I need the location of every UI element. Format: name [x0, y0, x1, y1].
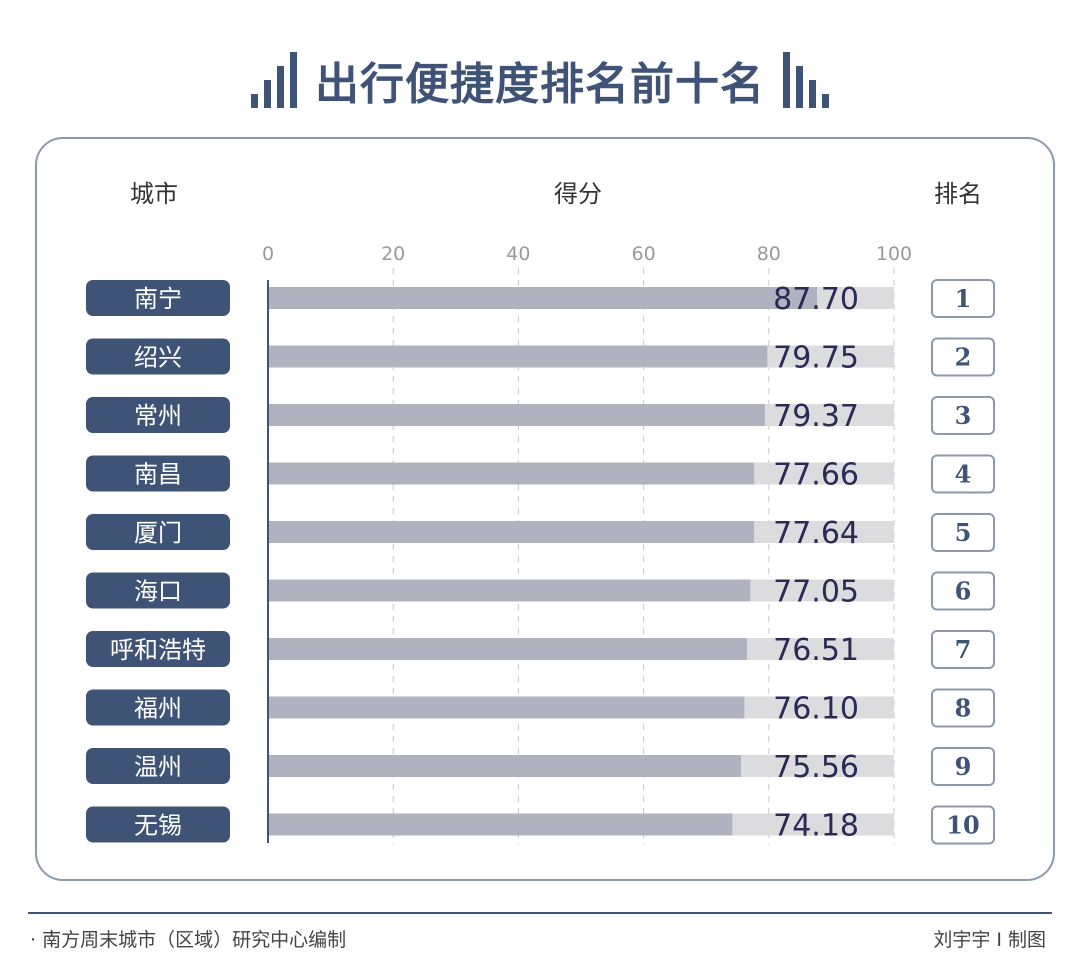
- data-label: 74.18: [773, 809, 859, 844]
- rank-label: 5: [955, 518, 972, 547]
- category-label: 厦门: [134, 519, 182, 547]
- title-bar: 出行便捷度排名前十名: [0, 44, 1080, 116]
- category-label: 福州: [134, 695, 182, 723]
- x-tick-label: 0: [262, 243, 274, 265]
- data-label: 79.75: [773, 341, 859, 376]
- x-tick-label: 40: [506, 243, 530, 265]
- data-label: 77.64: [773, 516, 859, 551]
- bar: [268, 404, 765, 426]
- bar: [268, 521, 755, 543]
- rank-column-header: 排名: [934, 180, 982, 208]
- city-pill: [86, 338, 230, 375]
- rank-box: [931, 337, 995, 377]
- data-label: 76.10: [773, 692, 859, 727]
- bar: [268, 696, 745, 719]
- rank-label: 10: [946, 811, 979, 840]
- chart-panel: [35, 137, 1055, 881]
- x-tick-label: 100: [876, 243, 912, 265]
- rank-label: 2: [955, 343, 972, 372]
- descending-bars-icon: [783, 52, 829, 108]
- source-note: · 南方周末城市（区域）研究中心编制: [30, 929, 347, 951]
- bar: [268, 345, 768, 368]
- city-pill: [86, 689, 230, 726]
- city-pill: [86, 806, 230, 843]
- bar: [268, 813, 733, 836]
- chart-title: 出行便捷度排名前十名: [315, 59, 765, 110]
- category-label: 绍兴: [134, 344, 182, 372]
- rank-box: [931, 571, 995, 611]
- category-label: 南宁: [134, 285, 182, 313]
- rank-box: [931, 805, 995, 845]
- rank-box: [931, 396, 995, 435]
- rank-box: [931, 454, 995, 494]
- bar: [268, 579, 751, 602]
- x-tick-label: 80: [757, 243, 781, 265]
- city-pill: [86, 455, 230, 492]
- rank-box: [931, 630, 995, 669]
- city-pill: [86, 748, 230, 784]
- city-pill: [86, 514, 230, 550]
- rank-box: [931, 688, 995, 728]
- category-label: 呼和浩特: [110, 636, 206, 664]
- category-label: 南昌: [134, 461, 182, 489]
- footer-divider: [28, 912, 1052, 914]
- data-label: 77.66: [773, 458, 859, 493]
- rank-label: 4: [955, 460, 972, 489]
- bar: [268, 462, 755, 485]
- city-column-header: 城市: [130, 180, 178, 208]
- data-label: 76.51: [773, 633, 859, 668]
- category-label: 海口: [134, 578, 182, 606]
- rank-box: [931, 747, 995, 786]
- bar: [268, 287, 818, 309]
- data-label: 77.05: [773, 575, 859, 610]
- data-label: 75.56: [773, 750, 859, 785]
- city-pill: [86, 631, 230, 667]
- city-pill: [86, 397, 230, 433]
- score-column-header: 得分: [554, 180, 602, 208]
- rank-label: 7: [955, 635, 972, 664]
- rank-box: [931, 513, 995, 552]
- rank-label: 8: [955, 694, 972, 723]
- bar: [268, 755, 742, 777]
- city-pill: [86, 280, 230, 316]
- x-tick-label: 20: [381, 243, 405, 265]
- rank-label: 9: [955, 752, 972, 781]
- rank-label: 1: [955, 284, 972, 313]
- bar: [268, 638, 747, 660]
- rank-label: 6: [955, 577, 972, 606]
- category-label: 常州: [134, 402, 182, 430]
- x-tick-label: 60: [632, 243, 656, 265]
- category-label: 温州: [134, 753, 182, 781]
- credit-note: 刘宇宇 I 制图: [933, 929, 1046, 951]
- category-label: 无锡: [134, 812, 182, 840]
- ascending-bars-icon: [251, 52, 297, 108]
- rank-box: [931, 279, 995, 318]
- data-label: 87.70: [773, 282, 859, 317]
- city-pill: [86, 572, 230, 609]
- data-label: 79.37: [773, 399, 859, 434]
- rank-label: 3: [955, 401, 972, 430]
